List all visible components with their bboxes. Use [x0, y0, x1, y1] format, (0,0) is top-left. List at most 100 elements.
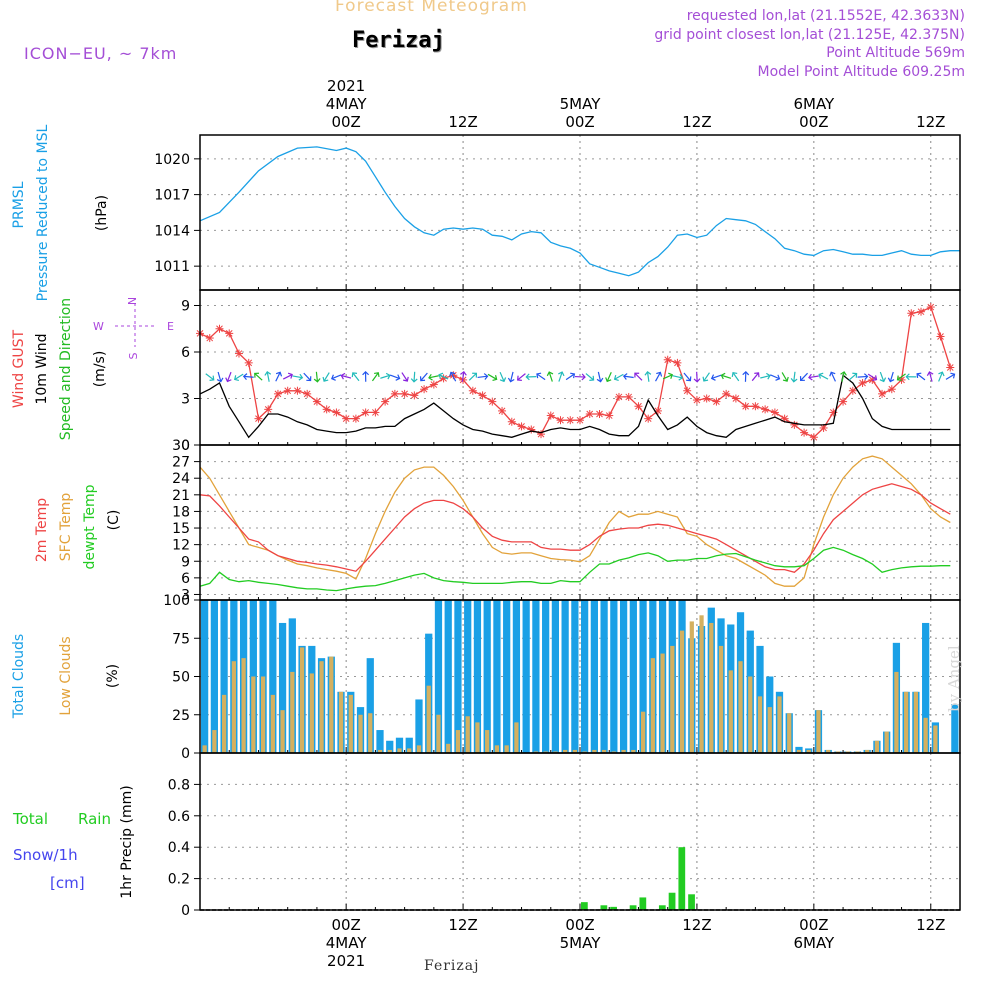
model-point-altitude: Model Point Altitude 609.25m — [757, 64, 965, 80]
total-rain-label-a: Total — [12, 810, 48, 828]
wind-direction-arrow — [225, 371, 232, 383]
wind-gust-marker — [946, 363, 955, 372]
wind-gust-marker — [225, 329, 234, 338]
panel-frame — [199, 134, 961, 291]
2m-temp-line — [199, 483, 951, 574]
wind-direction-arrow — [760, 372, 771, 380]
top-time-label: 12Z — [682, 113, 711, 131]
low-clouds-bar — [592, 749, 597, 753]
y-tick-label: 24 — [172, 471, 190, 487]
y-tick-label: 0 — [181, 438, 190, 454]
total-clouds-bar — [201, 600, 209, 753]
wind-gust-marker — [566, 416, 575, 425]
wind-direction-arrow — [751, 372, 760, 382]
wind-gust-marker — [917, 307, 926, 316]
top-time-label: 4MAY — [326, 95, 368, 113]
wind-direction-arrow — [916, 372, 926, 381]
wind-gust-marker — [819, 423, 828, 432]
wind-direction-arrow — [468, 372, 478, 381]
low-clouds-bar — [709, 622, 714, 753]
low-clouds-bar — [338, 691, 344, 753]
rain-bar — [600, 905, 608, 910]
total-clouds-bar — [454, 600, 462, 753]
wind-direction-arrow — [389, 374, 401, 381]
total-clouds-bar — [376, 730, 384, 753]
wind-direction-arrow — [613, 373, 624, 381]
precip-unit-label: 1hr Precip (mm) — [119, 785, 135, 898]
wind-direction-arrow — [282, 372, 293, 380]
panel-frame — [199, 444, 961, 601]
wind-gust-marker — [517, 422, 526, 431]
wind-direction-arrow — [487, 373, 498, 381]
low-clouds-bar — [290, 671, 295, 753]
wind-direction-arrow — [731, 372, 740, 382]
top-time-label: 00Z — [799, 113, 828, 131]
wind-direction-arrow — [808, 373, 819, 381]
wind-direction-arrow — [848, 372, 858, 381]
rain-bar — [610, 906, 617, 910]
low-clouds-bar — [270, 694, 275, 753]
top-time-label: 12Z — [916, 113, 945, 131]
point-altitude: Point Altitude 569m — [826, 45, 965, 61]
wind-direction-arrow — [525, 373, 537, 381]
total-clouds-label: Total Clouds — [11, 634, 27, 719]
y-tick-label: 0.2 — [168, 872, 190, 888]
low-clouds-bar — [874, 740, 880, 753]
low-clouds-bar — [299, 647, 305, 753]
wind-direction-arrow — [605, 371, 612, 383]
low-clouds-bar — [377, 749, 383, 753]
low-clouds-bar — [572, 749, 577, 753]
wind-direction-arrow — [313, 371, 321, 383]
low-clouds-bar — [221, 694, 227, 753]
top-time-label: 00Z — [331, 113, 360, 131]
wind-gust-marker — [254, 414, 263, 423]
total-clouds-bar — [561, 600, 569, 753]
wind-direction-arrow — [720, 372, 732, 380]
wind-direction-arrow — [330, 374, 342, 381]
wind-direction-arrow — [945, 372, 956, 380]
bottom-time-label: 00Z — [331, 916, 360, 934]
footer-location: Ferizaj — [424, 958, 480, 974]
wind-gust-marker — [761, 405, 770, 414]
prmsl-label: PRMSL — [11, 181, 27, 228]
total-clouds-bar — [434, 600, 443, 753]
wind-gust-marker — [215, 324, 224, 333]
wind-gust-marker — [624, 392, 633, 401]
ms-unit-label: (m/s) — [92, 351, 108, 388]
wind-direction-arrow — [380, 372, 391, 380]
wind-direction-arrow — [419, 372, 428, 382]
bottom-time-label: 12Z — [682, 916, 711, 934]
wind-direction-arrow — [654, 371, 663, 382]
wind-direction-arrow — [401, 372, 409, 382]
y-tick-label: 9 — [181, 299, 190, 315]
total-rain-label-b: Rain — [78, 810, 111, 828]
wind-direction-arrow — [781, 372, 789, 382]
wind-gust-marker — [410, 391, 419, 400]
y-tick-label: 30 — [172, 438, 190, 454]
low-clouds-bar — [894, 671, 899, 753]
y-tick-label: 12 — [172, 538, 190, 554]
wind-direction-arrow — [867, 373, 878, 381]
wind-gust-marker — [303, 389, 312, 398]
wind-direction-arrow — [926, 371, 934, 382]
top-time-label: 5MAY — [560, 95, 602, 113]
wind-direction-arrow — [710, 374, 722, 381]
total-clouds-bar — [522, 600, 530, 753]
low-clouds-bar — [319, 661, 324, 753]
low-clouds-bar — [494, 745, 500, 753]
wind-gust-marker — [244, 358, 253, 367]
wind-gust-marker — [722, 389, 731, 398]
wind-gust-marker — [595, 410, 604, 418]
wind-direction-arrow — [840, 371, 847, 382]
panel2-labels: Wind GUST 10m Wind Speed and Direction (… — [11, 298, 108, 440]
low-clouds-bar — [748, 676, 753, 753]
rain-bar — [658, 905, 666, 910]
wind-direction-arrow — [672, 374, 684, 381]
low-clouds-bar — [358, 714, 363, 753]
y-tick-label: 21 — [172, 488, 190, 504]
wind-direction-arrow — [322, 372, 330, 382]
low-clouds-bar — [640, 711, 646, 753]
panel5-labels: Total Rain Snow/1h [cm] 1hr Precip (mm) — [12, 785, 135, 898]
low-clouds-bar — [309, 673, 314, 753]
bottom-time-label: 00Z — [799, 916, 828, 934]
